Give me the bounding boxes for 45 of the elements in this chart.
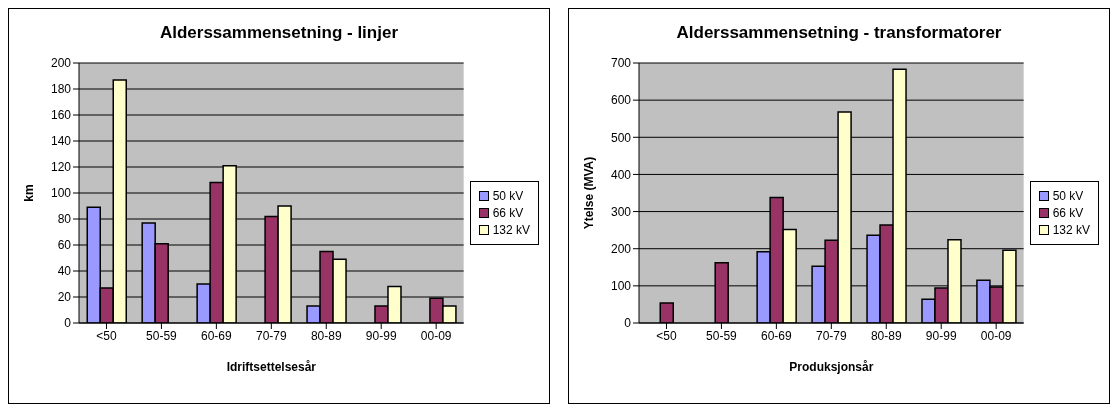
x-tick-label: 00-09 bbox=[980, 328, 1012, 343]
x-axis-title: Produksjonsår bbox=[789, 360, 874, 374]
y-axis-title: km bbox=[22, 184, 37, 202]
chart-title: Alderssammensetning - linjer bbox=[158, 23, 400, 43]
y-tick-label: 0 bbox=[624, 316, 632, 331]
y-tick-label: 120 bbox=[50, 160, 72, 175]
y-tick-label: 60 bbox=[57, 238, 72, 253]
y-axis-title: Ytelse (MVA) bbox=[582, 156, 597, 230]
legend-label: 66 kV bbox=[492, 206, 524, 220]
y-tick-label: 200 bbox=[50, 56, 72, 71]
y-tick-label: 140 bbox=[50, 134, 72, 149]
x-tick-label: 70-79 bbox=[255, 328, 287, 343]
x-tick-label: 80-89 bbox=[310, 328, 342, 343]
chart-title: Alderssammensetning - transformatorer bbox=[675, 23, 1003, 43]
x-tick-label: <50 bbox=[96, 328, 117, 343]
y-tick-label: 80 bbox=[57, 212, 72, 227]
x-tick-label: 50-59 bbox=[146, 328, 178, 343]
legend-label: 50 kV bbox=[1052, 189, 1084, 203]
y-tick-label: 100 bbox=[610, 279, 632, 294]
y-tick-label: 200 bbox=[610, 241, 632, 256]
y-tick-label: 20 bbox=[57, 290, 72, 305]
x-tick-label: 90-99 bbox=[925, 328, 957, 343]
y-tick-label: 0 bbox=[64, 316, 72, 331]
legend-label: 66 kV bbox=[1052, 206, 1084, 220]
x-tick-label: 70-79 bbox=[815, 328, 847, 343]
y-tick-label: 160 bbox=[50, 108, 72, 123]
x-tick-label: <50 bbox=[656, 328, 677, 343]
x-tick-label: 60-69 bbox=[201, 328, 233, 343]
y-tick-label: 600 bbox=[610, 93, 632, 108]
y-tick-label: 100 bbox=[50, 186, 72, 201]
y-tick-label: 500 bbox=[610, 130, 632, 145]
x-tick-label: 60-69 bbox=[761, 328, 793, 343]
y-tick-label: 700 bbox=[610, 56, 632, 71]
x-tick-label: 00-09 bbox=[420, 328, 452, 343]
x-axis-title: Idriftsettelsesår bbox=[226, 360, 317, 374]
legend-label: 132 kV bbox=[492, 223, 530, 237]
x-tick-label: 80-89 bbox=[870, 328, 902, 343]
y-tick-label: 300 bbox=[610, 204, 632, 219]
x-tick-label: 50-59 bbox=[706, 328, 738, 343]
y-tick-label: 40 bbox=[57, 264, 72, 279]
legend-label: 50 kV bbox=[492, 189, 524, 203]
x-tick-label: 90-99 bbox=[365, 328, 397, 343]
y-tick-label: 400 bbox=[610, 167, 632, 182]
y-tick-label: 180 bbox=[50, 82, 72, 97]
legend-label: 132 kV bbox=[1052, 223, 1090, 237]
